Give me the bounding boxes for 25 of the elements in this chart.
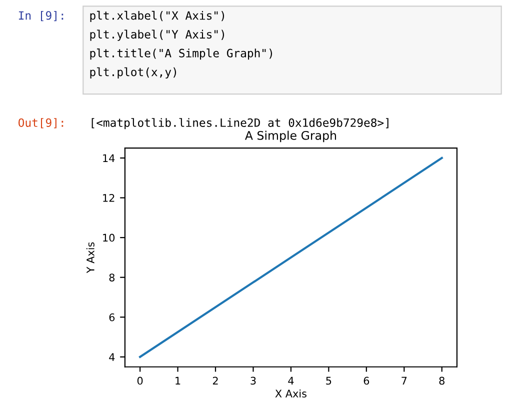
text: plt.title("A Simple Graph") (90, 48, 272, 60)
x-tick-label: 8 (439, 376, 444, 385)
y-axis-title: Y Axis (86, 242, 94, 274)
x-tick-label: 3 (250, 376, 256, 385)
x-tick-label: 1 (176, 376, 180, 385)
y-tick-label: 6 (109, 313, 115, 322)
text: Out[9]: (18, 118, 64, 128)
x-tick-label: 0 (137, 376, 143, 385)
x-axis-title: X Axis (275, 389, 306, 398)
y-tick-label: 4 (109, 353, 115, 361)
text: [<matplotlib.lines.Line2D at 0x1d6e9b729e8>] (92, 118, 388, 130)
x-tick-label: 4 (288, 376, 294, 385)
text: plt.plot(x,y) (90, 67, 176, 78)
text: In [9]: (18, 10, 64, 22)
x-tick-label: 6 (364, 376, 370, 385)
text: plt.xlabel("X Axis") (90, 10, 224, 22)
chart-title: A Simple Graph (244, 130, 336, 142)
y-tick-label: 12 (103, 194, 114, 202)
y-tick-label: 10 (103, 234, 115, 242)
text: plt.ylabel("Y Axis") (90, 30, 224, 41)
y-tick-label: 14 (103, 154, 115, 162)
x-tick-label: 7 (402, 376, 407, 385)
x-tick-label: 2 (212, 376, 218, 385)
x-tick-label: 5 (326, 376, 332, 385)
y-tick-label: 8 (109, 274, 115, 282)
